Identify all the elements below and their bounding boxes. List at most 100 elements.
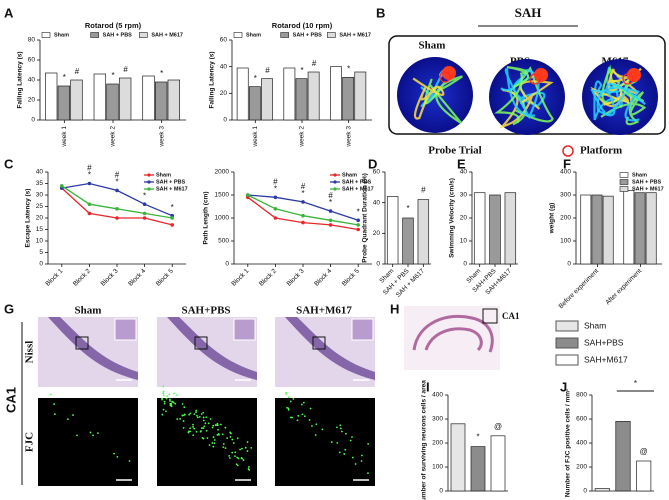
fjc-cell	[169, 400, 171, 402]
x-tick-label: Block 2	[72, 267, 92, 287]
ca1-label: CA1	[502, 311, 520, 321]
fjc-cell	[236, 456, 239, 459]
fjc-cell	[92, 434, 94, 437]
point	[356, 218, 361, 223]
legend-label: SAH+PBS	[584, 337, 624, 347]
fjc-cell	[289, 416, 292, 419]
bar	[645, 192, 657, 265]
fjc-cell	[287, 396, 290, 399]
legend-point	[333, 173, 337, 177]
panel-label: G	[4, 301, 14, 316]
fjc-cell	[231, 451, 234, 454]
fjc-cell	[192, 425, 194, 428]
point	[142, 216, 147, 220]
fjc-cell	[300, 403, 303, 406]
x-tick-label: Block 3	[100, 267, 120, 287]
fjc-cell	[163, 402, 166, 405]
chart-title: Rotarod (5 rpm)	[85, 21, 142, 30]
fjc-cell	[207, 422, 210, 425]
point	[87, 181, 92, 186]
x-tick-label: week 3	[158, 126, 165, 148]
fjc-cell	[216, 433, 219, 436]
legend-label: Sham	[156, 172, 171, 178]
fjc-cell	[162, 408, 165, 411]
fjc-cell	[196, 416, 199, 419]
x-tick-label: week 2	[110, 126, 117, 148]
point	[60, 184, 64, 188]
fjc-cell	[166, 395, 169, 398]
y-tick-label: 400	[560, 169, 571, 176]
fjc-cell	[97, 432, 99, 435]
maze-group: Sham	[419, 40, 446, 52]
fjc-cell	[244, 446, 247, 449]
legend-label: SAH + PBS	[103, 32, 133, 38]
significance-mark: *	[88, 171, 91, 180]
fjc-cell	[296, 419, 299, 422]
y-tick-label: 20	[373, 230, 381, 237]
legend-label: Sham	[246, 32, 261, 38]
point	[328, 218, 333, 223]
bar	[634, 192, 646, 265]
fjc-cell	[161, 413, 164, 416]
zoom-inset	[351, 318, 374, 341]
significance-mark: *	[63, 73, 66, 82]
fjc-cell	[164, 410, 167, 413]
swim-path	[596, 83, 646, 122]
significance-mark: *	[357, 207, 360, 216]
fjc-cell	[367, 472, 369, 475]
fjc-cell	[169, 403, 172, 405]
fjc-cell	[211, 442, 214, 444]
bar	[106, 83, 119, 121]
y-tick-label: 0	[225, 261, 229, 268]
point	[115, 216, 119, 220]
x-tick-label: Block 2	[258, 267, 278, 287]
y-tick-label: 200	[560, 215, 571, 222]
fjc-cell	[198, 416, 201, 418]
y-tick-label: 60	[28, 57, 36, 64]
x-tick-label: After experiment	[604, 268, 643, 307]
y-tick-label: 35	[36, 180, 44, 187]
fjc-cell	[301, 413, 304, 416]
point	[87, 211, 92, 216]
fjc-cell	[330, 441, 333, 443]
bar	[580, 194, 592, 265]
y-tick-label: 20	[36, 215, 44, 222]
x-tick-label: Block 5	[341, 267, 361, 287]
point	[356, 227, 361, 232]
legend-swatch	[139, 32, 148, 38]
y-axis-label: Probe Quadrant Duration (%)	[362, 173, 369, 263]
bar	[142, 75, 155, 121]
fjc-cell	[224, 447, 227, 450]
legend-label: SAH + M617	[151, 32, 183, 38]
legend-swatch	[90, 32, 99, 38]
x-tick-label: week 1	[61, 126, 68, 148]
y-axis-label: Swimming Velocity (cm/s)	[449, 178, 456, 258]
swim-path	[601, 64, 645, 104]
x-tick-label: week 1	[252, 126, 259, 148]
y-tick-label: 40	[220, 63, 228, 70]
legend-swatch	[619, 172, 629, 178]
fjc-cell	[248, 468, 251, 471]
fjc-cell	[182, 420, 185, 422]
zoom-box	[312, 336, 326, 350]
maze-title: SAH	[515, 5, 542, 20]
fjc-cell	[72, 414, 74, 416]
fjc-cell	[202, 427, 205, 430]
legend-point	[147, 187, 151, 191]
nissl-layer	[48, 317, 138, 380]
legend-label: SAH + PBS	[342, 179, 372, 185]
fjc-cell	[287, 407, 290, 410]
nissl-layer	[167, 317, 257, 380]
y-tick-label: 10	[36, 238, 44, 245]
fjc-cell	[204, 422, 207, 425]
fjc-cell	[349, 439, 352, 442]
fjc-cell	[53, 403, 56, 406]
stain-label: Nissl	[24, 341, 36, 364]
panel-label: J	[560, 379, 567, 394]
fjc-cell	[162, 394, 165, 397]
panel-label: H	[390, 301, 399, 316]
zoom-box	[75, 336, 89, 350]
fjc-cell	[209, 418, 212, 420]
fjc-cell	[311, 425, 313, 427]
bar	[386, 196, 399, 265]
